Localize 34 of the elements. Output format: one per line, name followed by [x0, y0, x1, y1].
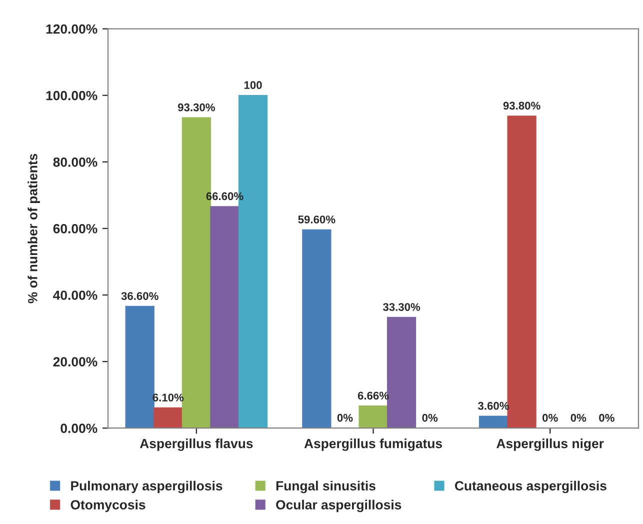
data-label: 0% — [570, 414, 586, 422]
data-label: 0% — [337, 414, 353, 422]
bar — [302, 229, 332, 428]
legend-label: Ocular aspergillosis — [276, 500, 402, 512]
data-label: 36.60% — [121, 292, 158, 300]
data-label: 100 — [244, 81, 262, 90]
x-tick-label: Aspergillus niger — [496, 438, 604, 451]
y-tick-label: 40.00% — [53, 290, 98, 300]
bar — [210, 206, 240, 428]
legend-label: Pulmonary aspergillosis — [71, 480, 222, 494]
data-label: 93.30% — [178, 103, 215, 112]
legend-label: Fungal sinusitis — [276, 480, 376, 494]
bar — [478, 416, 508, 428]
data-label: 59.60% — [298, 216, 336, 224]
y-tick-label: 0.00% — [60, 424, 98, 434]
legend-label: Cutaneous aspergillosis — [454, 480, 606, 494]
legend-label: Otomycosis — [70, 500, 146, 512]
x-tick-label: Aspergillus flavus — [140, 438, 253, 451]
data-label: 93.80% — [503, 102, 540, 110]
y-tick-label: 60.00% — [53, 224, 98, 234]
y-tick-label: 20.00% — [53, 357, 98, 366]
y-tick-label: 100.00% — [46, 90, 98, 100]
bar — [125, 306, 154, 428]
y-tick-label: 120.00% — [46, 24, 98, 34]
x-tick-label: Aspergillus fumigatus — [304, 438, 442, 451]
y-axis-title: % of number of patients — [28, 154, 40, 304]
data-label: 0% — [599, 414, 614, 422]
bar — [358, 406, 388, 428]
data-label: 33.30% — [382, 303, 420, 311]
bar — [507, 116, 536, 428]
bar — [154, 407, 183, 428]
data-label: 0% — [542, 414, 558, 422]
data-label: 0% — [422, 414, 438, 422]
y-tick-label: 80.00% — [53, 157, 98, 167]
